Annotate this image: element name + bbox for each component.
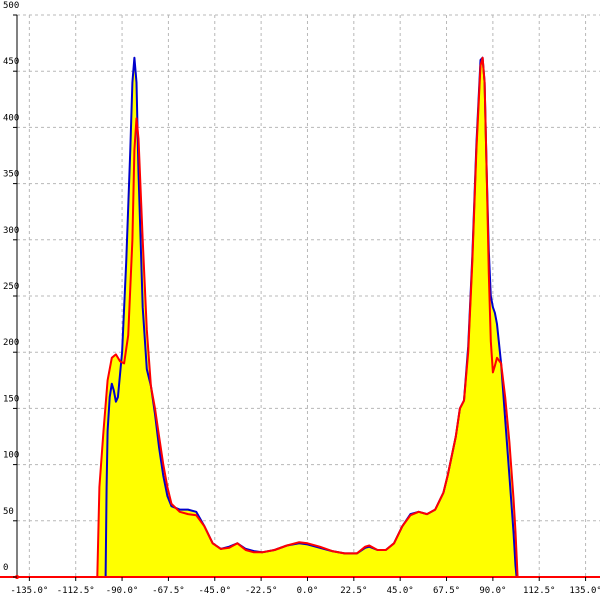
x-tick-label-11: 112.5° <box>523 586 556 596</box>
y-tick-label-2: 100 <box>3 451 19 461</box>
x-tick-label-6: 0.0° <box>297 586 319 596</box>
series-0-line <box>17 56 600 578</box>
y-tick-label-5: 250 <box>3 282 19 292</box>
y-tick-label-8: 400 <box>3 113 19 123</box>
series-lines <box>17 56 600 578</box>
y-tick-label-0: 0 <box>3 563 8 573</box>
x-tick-label-1: -112.5° <box>57 586 95 596</box>
x-tick-label-9: 67.5° <box>433 586 460 596</box>
tick-labels: 0 50 100 150 200 250 300 350 400 450 500 -135.0° -11… <box>3 1 600 596</box>
series-1-area-fill <box>105 57 517 577</box>
x-tick-label-4: -45.0° <box>199 586 232 596</box>
x-tick-label-5: -22.5° <box>245 586 278 596</box>
x-tick-label-12: 135.0° <box>569 586 600 596</box>
x-tick-label-0: -135.0° <box>10 586 48 596</box>
x-tick-label-3: -67.5° <box>152 586 185 596</box>
y-tick-label-7: 350 <box>3 170 19 180</box>
x-tick-label-10: 90.0° <box>479 586 506 596</box>
y-tick-label-6: 300 <box>3 226 19 236</box>
y-tick-label-10: 500 <box>3 1 19 11</box>
axes <box>0 14 600 581</box>
x-tick-label-8: 45.0° <box>387 586 414 596</box>
x-tick-label-2: -90.0° <box>106 586 139 596</box>
y-tick-label-9: 450 <box>3 57 19 67</box>
y-tick-label-3: 150 <box>3 394 19 404</box>
x-tick-label-7: 22.5° <box>340 586 367 596</box>
y-tick-label-4: 200 <box>3 338 19 348</box>
y-tick-label-1: 50 <box>3 507 14 517</box>
